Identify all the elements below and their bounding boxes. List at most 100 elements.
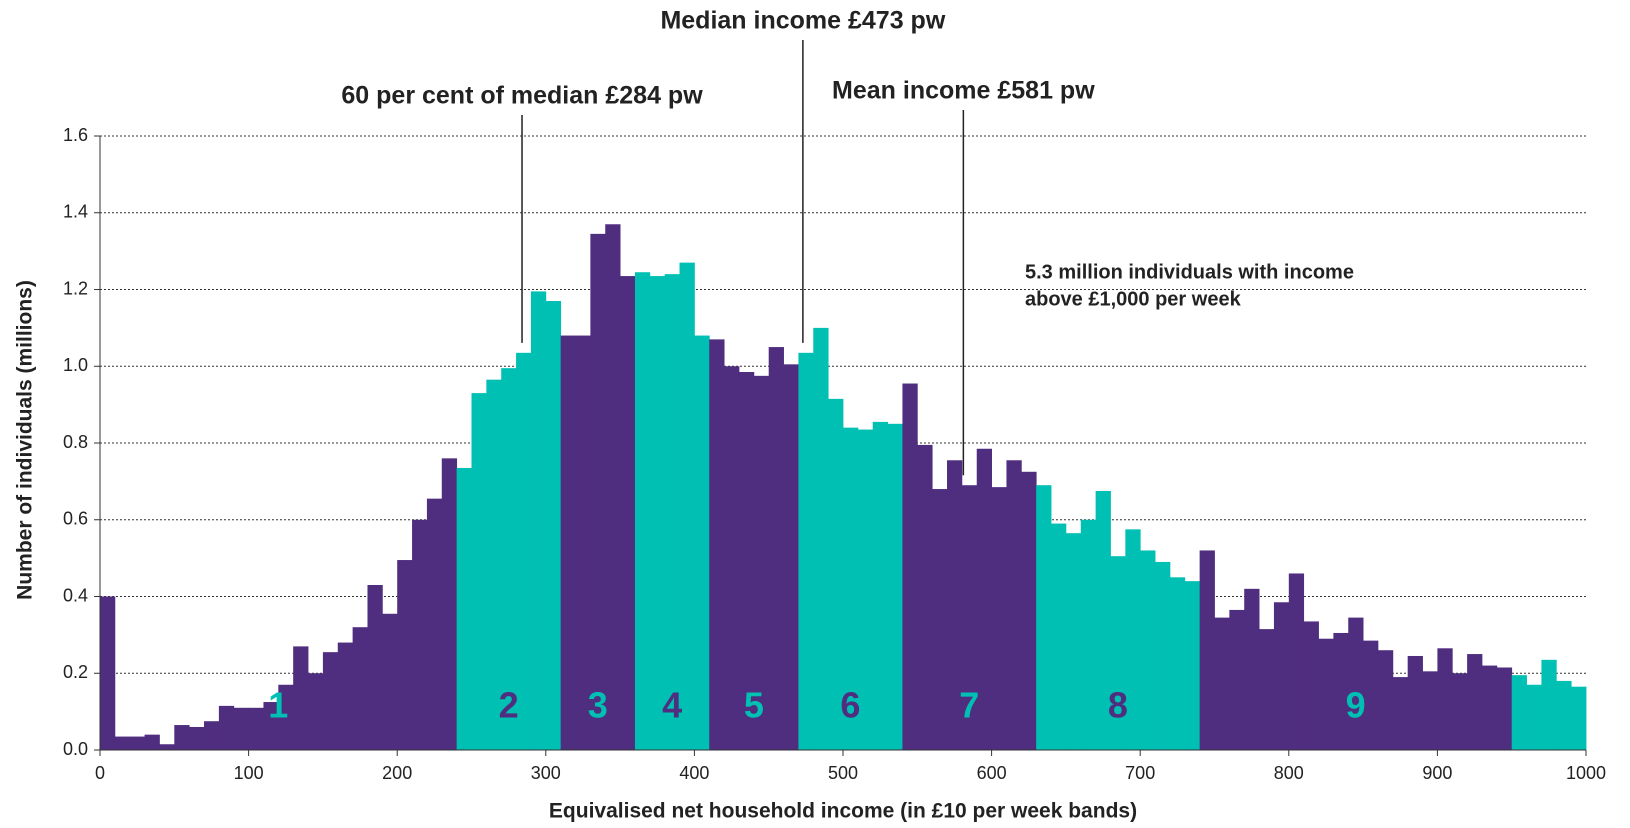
bar	[1303, 621, 1319, 750]
bar	[174, 725, 190, 750]
bar	[189, 726, 205, 750]
bar	[857, 429, 874, 750]
y-tick-label: 1.4	[63, 202, 88, 222]
bar	[293, 646, 309, 750]
bar	[308, 673, 324, 750]
bar	[516, 352, 532, 750]
bar	[1051, 523, 1067, 750]
y-tick-label: 1.6	[63, 125, 88, 145]
bar	[1095, 490, 1111, 750]
bar	[1318, 638, 1334, 750]
x-tick-label: 300	[531, 763, 561, 783]
x-tick-label: 1000	[1566, 763, 1606, 783]
y-tick-label: 0.6	[63, 509, 88, 529]
bar	[233, 707, 249, 750]
bar	[1422, 671, 1438, 750]
decile-label: 8	[1108, 685, 1128, 726]
decile-label: 1	[268, 685, 288, 726]
bar	[768, 347, 784, 750]
x-tick-label: 800	[1274, 763, 1304, 783]
bar	[159, 744, 175, 750]
bar	[947, 460, 963, 750]
bar	[1140, 550, 1156, 750]
bar	[1244, 588, 1260, 750]
x-tick-label: 500	[828, 763, 858, 783]
bar	[204, 721, 220, 750]
bar	[456, 467, 472, 750]
annotation-label: Mean income £581 pw	[832, 77, 1095, 105]
bar	[887, 423, 903, 750]
bar	[753, 375, 770, 750]
bar	[798, 352, 814, 750]
bar	[694, 335, 710, 750]
bar	[724, 366, 740, 750]
bar	[961, 485, 978, 750]
bar	[471, 393, 487, 750]
decile-label: 5	[744, 685, 764, 726]
bar	[441, 458, 458, 750]
bar	[337, 642, 354, 750]
bar	[783, 364, 799, 750]
bar	[278, 684, 294, 750]
bar	[634, 272, 651, 750]
bar	[545, 301, 562, 750]
bar	[1363, 640, 1379, 750]
bar	[218, 705, 235, 750]
y-tick-label: 0.2	[63, 662, 88, 682]
bar	[620, 276, 636, 750]
decile-label: 3	[588, 685, 608, 726]
bar	[367, 584, 383, 750]
bar	[1348, 617, 1364, 750]
bar	[1377, 650, 1394, 750]
bar	[709, 339, 725, 750]
bar	[1437, 648, 1453, 750]
bar	[1556, 680, 1572, 750]
y-tick-label: 1.0	[63, 355, 88, 375]
bar	[1021, 471, 1037, 750]
x-tick-label: 600	[977, 763, 1007, 783]
bar	[1452, 673, 1468, 750]
bar	[530, 291, 547, 750]
bar	[1110, 556, 1126, 750]
bar	[1496, 667, 1513, 750]
y-tick-label: 0.4	[63, 585, 88, 605]
x-tick-label: 0	[95, 763, 105, 783]
bar	[1481, 665, 1498, 750]
bar	[843, 427, 859, 750]
bar	[114, 736, 131, 750]
bar	[1571, 686, 1587, 750]
bar	[575, 335, 591, 750]
note: above £1,000 per week	[1025, 288, 1242, 310]
bar	[129, 736, 145, 750]
y-tick-label: 1.2	[63, 278, 88, 298]
bar	[397, 560, 413, 750]
bar	[426, 498, 443, 750]
decile-label: 7	[959, 685, 979, 726]
bar	[1273, 602, 1290, 750]
decile-label: 4	[662, 685, 682, 726]
bar	[1288, 573, 1305, 750]
y-axis-title: Number of individuals (millions)	[14, 280, 37, 600]
bar	[352, 627, 368, 750]
bar	[917, 444, 933, 750]
x-axis-title: Equivalised net household income (in £10…	[549, 800, 1137, 823]
bar	[649, 276, 666, 750]
bar	[144, 734, 160, 750]
bar	[813, 327, 829, 750]
bar	[872, 421, 888, 750]
bar	[560, 335, 576, 750]
bar	[1006, 460, 1022, 750]
bar	[932, 489, 948, 750]
bar	[248, 707, 264, 750]
bar	[1407, 655, 1423, 750]
bar	[322, 652, 339, 750]
bar	[1065, 533, 1082, 750]
bar	[1392, 677, 1409, 750]
bar	[902, 383, 918, 750]
bar	[738, 372, 755, 750]
bar	[605, 224, 621, 750]
bar	[590, 233, 606, 750]
x-tick-label: 700	[1125, 763, 1155, 783]
bar	[1184, 581, 1201, 750]
